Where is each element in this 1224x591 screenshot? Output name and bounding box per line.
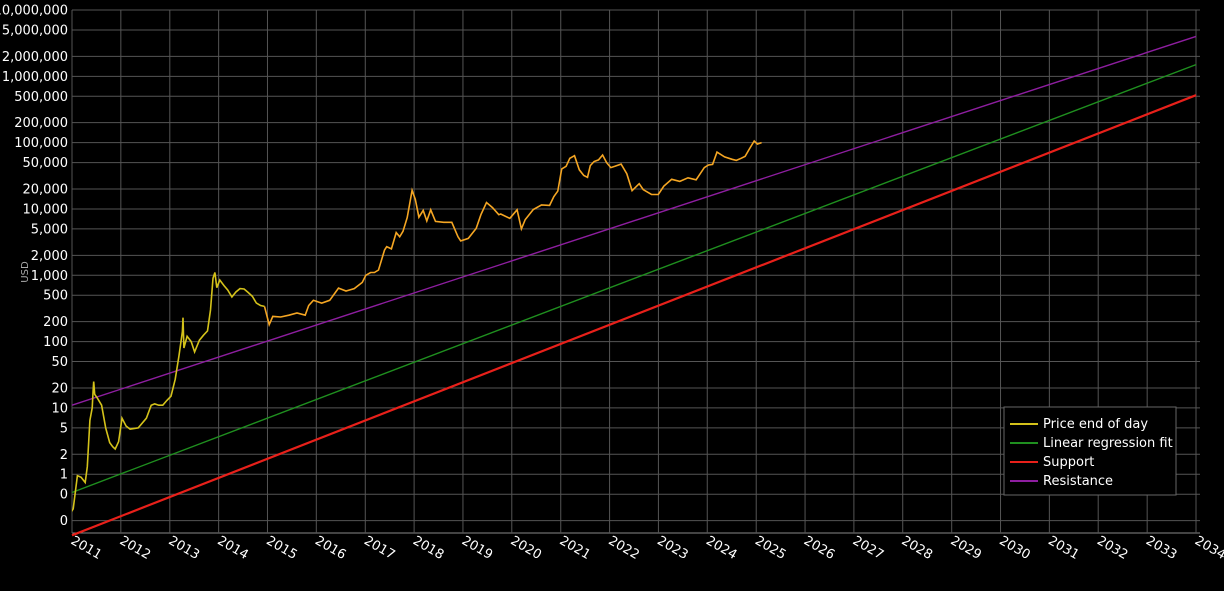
legend[interactable]: Price end of day Linear regression fit S… [1003,406,1177,496]
y-tick-label: 20,000 [23,182,69,197]
x-tick-label: 2032 [1094,533,1130,563]
y-tick-label: 5,000,000 [2,23,68,38]
x-tick-label: 2025 [752,533,788,563]
series-lines [71,35,1197,537]
x-tick-label: 2013 [166,533,202,563]
y-tick-label: 500,000 [14,90,68,105]
legend-label-regression: Linear regression fit [1043,436,1173,451]
legend-label-price: Price end of day [1043,417,1148,432]
x-tick-label: 2016 [312,533,348,563]
y-tick-label: 200 [43,315,68,330]
x-axis-ticks: 2011 2012 2013 2014 2015 2016 2017 2018 2019 2020… [68,533,1224,563]
y-tick-label: 20 [51,381,68,396]
legend-item-support[interactable]: Support [1010,455,1094,470]
x-tick-label: 2023 [654,533,690,563]
x-tick-label: 2019 [459,533,495,563]
legend-item-resistance[interactable]: Resistance [1010,474,1113,489]
x-tick-label: 2012 [117,533,153,563]
y-tick-label: 10 [51,401,68,416]
x-tick-label: 2017 [361,533,397,563]
x-tick-label: 2033 [1143,533,1179,563]
legend-label-resistance: Resistance [1043,474,1113,489]
series-line-resistance [71,35,1197,406]
series-line-support [71,94,1197,537]
y-tick-label: 10,000,000 [0,4,68,19]
y-tick-label: 100 [43,335,68,350]
grid-lines [71,9,1200,534]
legend-label-support: Support [1043,455,1094,470]
x-tick-label: 2030 [997,533,1033,563]
y-tick-label: 0 [60,514,68,529]
x-tick-label: 2018 [410,533,446,563]
y-tick-label: 100,000 [14,136,68,151]
y-axis-label: USD [20,261,31,283]
x-tick-label: 2031 [1045,533,1081,563]
x-tick-label: 2024 [703,533,739,563]
y-tick-label: 50 [51,355,68,370]
legend-item-regression[interactable]: Linear regression fit [1010,436,1173,451]
y-tick-label: 0 [60,488,68,503]
x-tick-label: 2020 [508,533,544,563]
series-line-price-late [263,139,762,328]
y-tick-label: 5,000 [31,222,68,237]
y-tick-label: 200,000 [14,116,68,131]
y-tick-label: 10,000 [23,202,69,217]
y-tick-label: 50,000 [23,156,69,171]
x-tick-label: 2021 [557,533,593,563]
y-tick-label: 5 [60,421,68,436]
y-tick-label: 2,000,000 [2,50,68,65]
x-tick-label: 2014 [215,533,251,563]
y-tick-label: 2,000 [31,249,68,264]
y-tick-label: 1 [60,468,68,483]
x-tick-label: 2028 [899,533,935,563]
x-tick-label: 2034 [1192,533,1224,563]
series-line-price-early [72,272,265,513]
y-tick-label: 2 [60,448,68,463]
y-axis-ticks: 0 0 1 2 5 10 20 50 100 200 500 1,000 2,000 5,000 10,00… [0,4,68,530]
x-tick-label: 2022 [606,533,642,563]
x-tick-label: 2015 [263,533,299,563]
series-line-regression [71,63,1197,494]
x-tick-label: 2029 [948,533,984,563]
y-tick-label: 500 [43,289,68,304]
y-tick-label: 1,000,000 [2,70,68,85]
x-tick-label: 2027 [850,533,886,563]
x-tick-label: 2011 [68,533,104,563]
legend-item-price[interactable]: Price end of day [1010,417,1148,432]
x-tick-label: 2026 [801,533,837,563]
y-tick-label: 1,000 [31,269,68,284]
